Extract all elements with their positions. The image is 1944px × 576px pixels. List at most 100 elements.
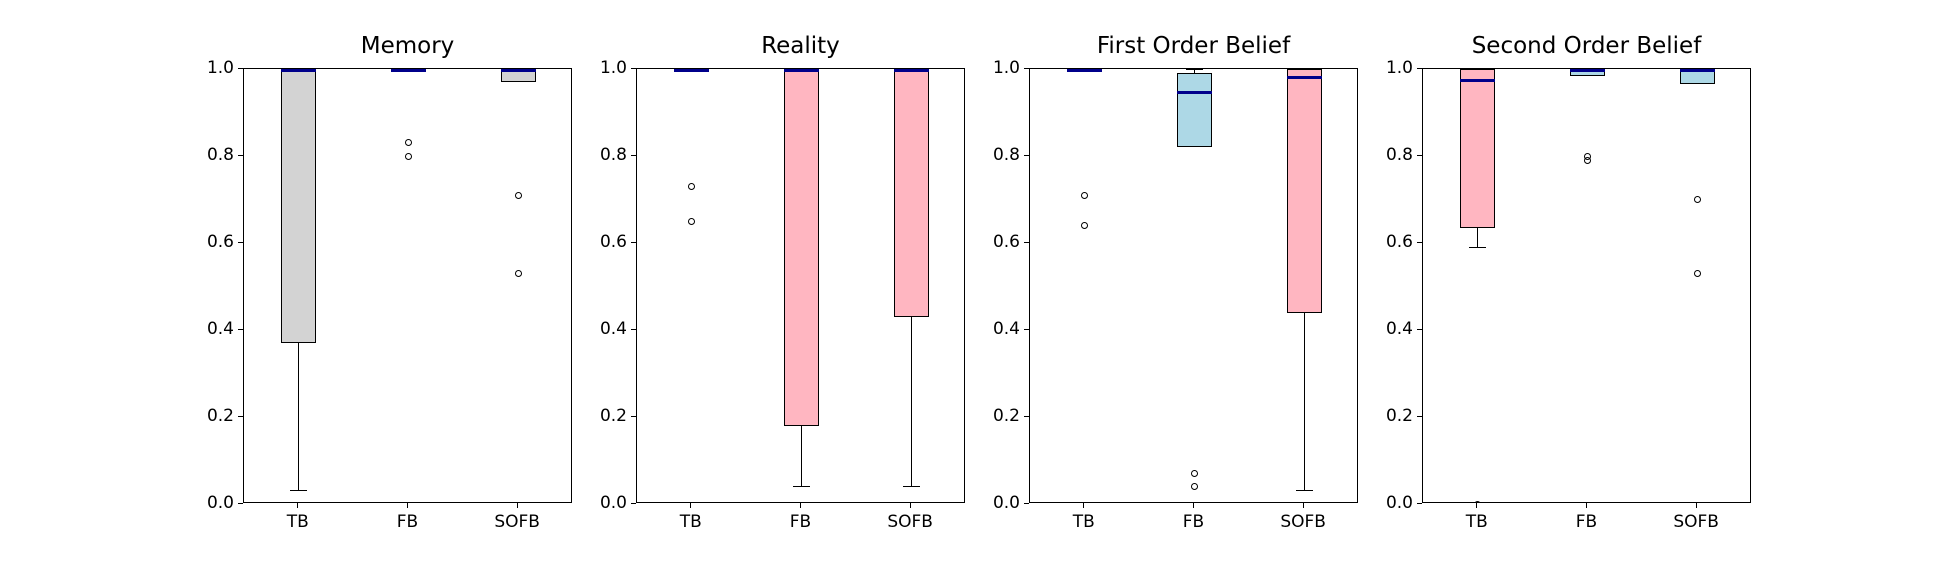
- y-tick-mark: [631, 154, 636, 156]
- box: [1286, 69, 1322, 313]
- box: [893, 69, 929, 317]
- x-tick-label: SOFB: [1673, 512, 1719, 532]
- outlier-point: [1693, 269, 1701, 277]
- y-tick-mark: [1024, 67, 1029, 69]
- x-tick-label: FB: [1575, 512, 1598, 532]
- whisker: [1477, 227, 1479, 248]
- median-line: [1177, 91, 1212, 95]
- y-tick-mark: [1024, 415, 1029, 417]
- x-tick-mark: [1476, 503, 1478, 508]
- x-tick-label: TB: [1465, 512, 1488, 532]
- whisker-cap: [1469, 246, 1487, 248]
- outlier-point: [405, 139, 412, 147]
- whisker-cap: [1186, 69, 1203, 70]
- median-line: [784, 69, 819, 72]
- outlier-point: [1693, 196, 1701, 203]
- y-tick-mark: [238, 328, 243, 330]
- x-tick-mark: [800, 503, 801, 508]
- subplot-title: Memory: [360, 33, 455, 59]
- subplot-reality: Reality 0.0 0.2 0.4 0.6 0.8 1.0 TB FB SOFB: [600, 0, 965, 576]
- x-tick-mark: [1083, 503, 1085, 508]
- y-tick-label: 0.4: [599, 319, 627, 339]
- plot-area: [1029, 68, 1358, 503]
- y-tick-mark: [1417, 241, 1422, 243]
- outlier-point: [688, 217, 696, 225]
- x-tick-label: SOFB: [1280, 512, 1326, 532]
- median-line: [1460, 79, 1496, 83]
- y-tick-label: 0.8: [992, 145, 1020, 165]
- y-tick-label: 1.0: [992, 58, 1020, 78]
- y-tick-label: 1.0: [1385, 58, 1413, 78]
- median-line: [1286, 76, 1322, 80]
- subplot-first-order-belief: First Order Belief 0.0 0.2 0.4 0.6 0.8 1.0 TB F…: [993, 0, 1358, 576]
- y-tick-mark: [1024, 328, 1029, 330]
- subplot-title: Reality: [761, 33, 840, 59]
- whisker-cap: [902, 486, 920, 488]
- whisker-cap: [290, 490, 308, 492]
- subplot-title: Second Order Belief: [1471, 33, 1702, 59]
- y-tick-mark: [1417, 328, 1422, 330]
- median-line: [893, 69, 929, 72]
- y-tick-mark: [1417, 502, 1422, 504]
- x-tick-label: SOFB: [887, 512, 933, 532]
- y-tick-mark: [238, 67, 243, 69]
- y-tick-label: 0.0: [599, 493, 627, 513]
- y-tick-label: 1.0: [206, 58, 234, 78]
- subplot-second-order-belief: Second Order Belief 0.0 0.2 0.4 0.6 0.8 1.0 TB…: [1386, 0, 1751, 576]
- box: [281, 69, 317, 344]
- plot-area: [1422, 68, 1751, 503]
- x-tick-mark: [1302, 503, 1304, 508]
- y-tick-label: 0.2: [992, 406, 1020, 426]
- subplot-memory: Memory 0.0 0.2 0.4 0.6 0.8 1.0 TB FB SOFB: [207, 0, 572, 576]
- x-tick-mark: [1695, 503, 1697, 508]
- outlier-point: [405, 152, 412, 160]
- outlier-point: [1584, 156, 1591, 164]
- y-tick-mark: [1024, 502, 1029, 504]
- whisker-cap: [1295, 490, 1313, 492]
- y-tick-label: 0.6: [599, 232, 627, 252]
- outlier-point: [1191, 470, 1198, 478]
- x-tick-label: TB: [286, 512, 309, 532]
- y-tick-label: 0.2: [206, 406, 234, 426]
- x-tick-mark: [909, 503, 911, 508]
- y-tick-mark: [631, 415, 636, 417]
- whisker: [1194, 69, 1195, 74]
- y-tick-label: 0.0: [1385, 493, 1413, 513]
- whisker-cap: [793, 486, 810, 488]
- box: [1460, 69, 1496, 228]
- box: [784, 69, 819, 426]
- x-tick-label: SOFB: [494, 512, 540, 532]
- y-tick-mark: [238, 154, 243, 156]
- median-line: [674, 69, 710, 72]
- whisker: [910, 316, 912, 487]
- y-tick-label: 0.0: [206, 493, 234, 513]
- y-tick-label: 0.6: [1385, 232, 1413, 252]
- x-tick-mark: [297, 503, 299, 508]
- plot-area: [243, 68, 572, 503]
- x-tick-mark: [407, 503, 408, 508]
- outlier-point: [1081, 191, 1089, 199]
- median-line: [1570, 69, 1605, 72]
- y-tick-mark: [238, 502, 243, 504]
- y-tick-label: 1.0: [599, 58, 627, 78]
- y-tick-label: 0.8: [1385, 145, 1413, 165]
- y-tick-mark: [238, 241, 243, 243]
- whisker: [298, 343, 300, 491]
- y-tick-mark: [1417, 415, 1422, 417]
- outlier-point: [1081, 222, 1089, 230]
- x-tick-mark: [516, 503, 518, 508]
- y-tick-mark: [238, 415, 243, 417]
- x-tick-label: TB: [1072, 512, 1095, 532]
- median-line: [281, 69, 317, 72]
- x-tick-label: FB: [396, 512, 419, 532]
- median-line: [391, 69, 426, 72]
- y-tick-mark: [1417, 154, 1422, 156]
- median-line: [1067, 69, 1103, 72]
- y-tick-mark: [631, 328, 636, 330]
- x-tick-mark: [690, 503, 692, 508]
- outlier-point: [1191, 483, 1198, 491]
- y-tick-label: 0.6: [992, 232, 1020, 252]
- outlier-point: [514, 191, 522, 199]
- plot-area: [636, 68, 965, 503]
